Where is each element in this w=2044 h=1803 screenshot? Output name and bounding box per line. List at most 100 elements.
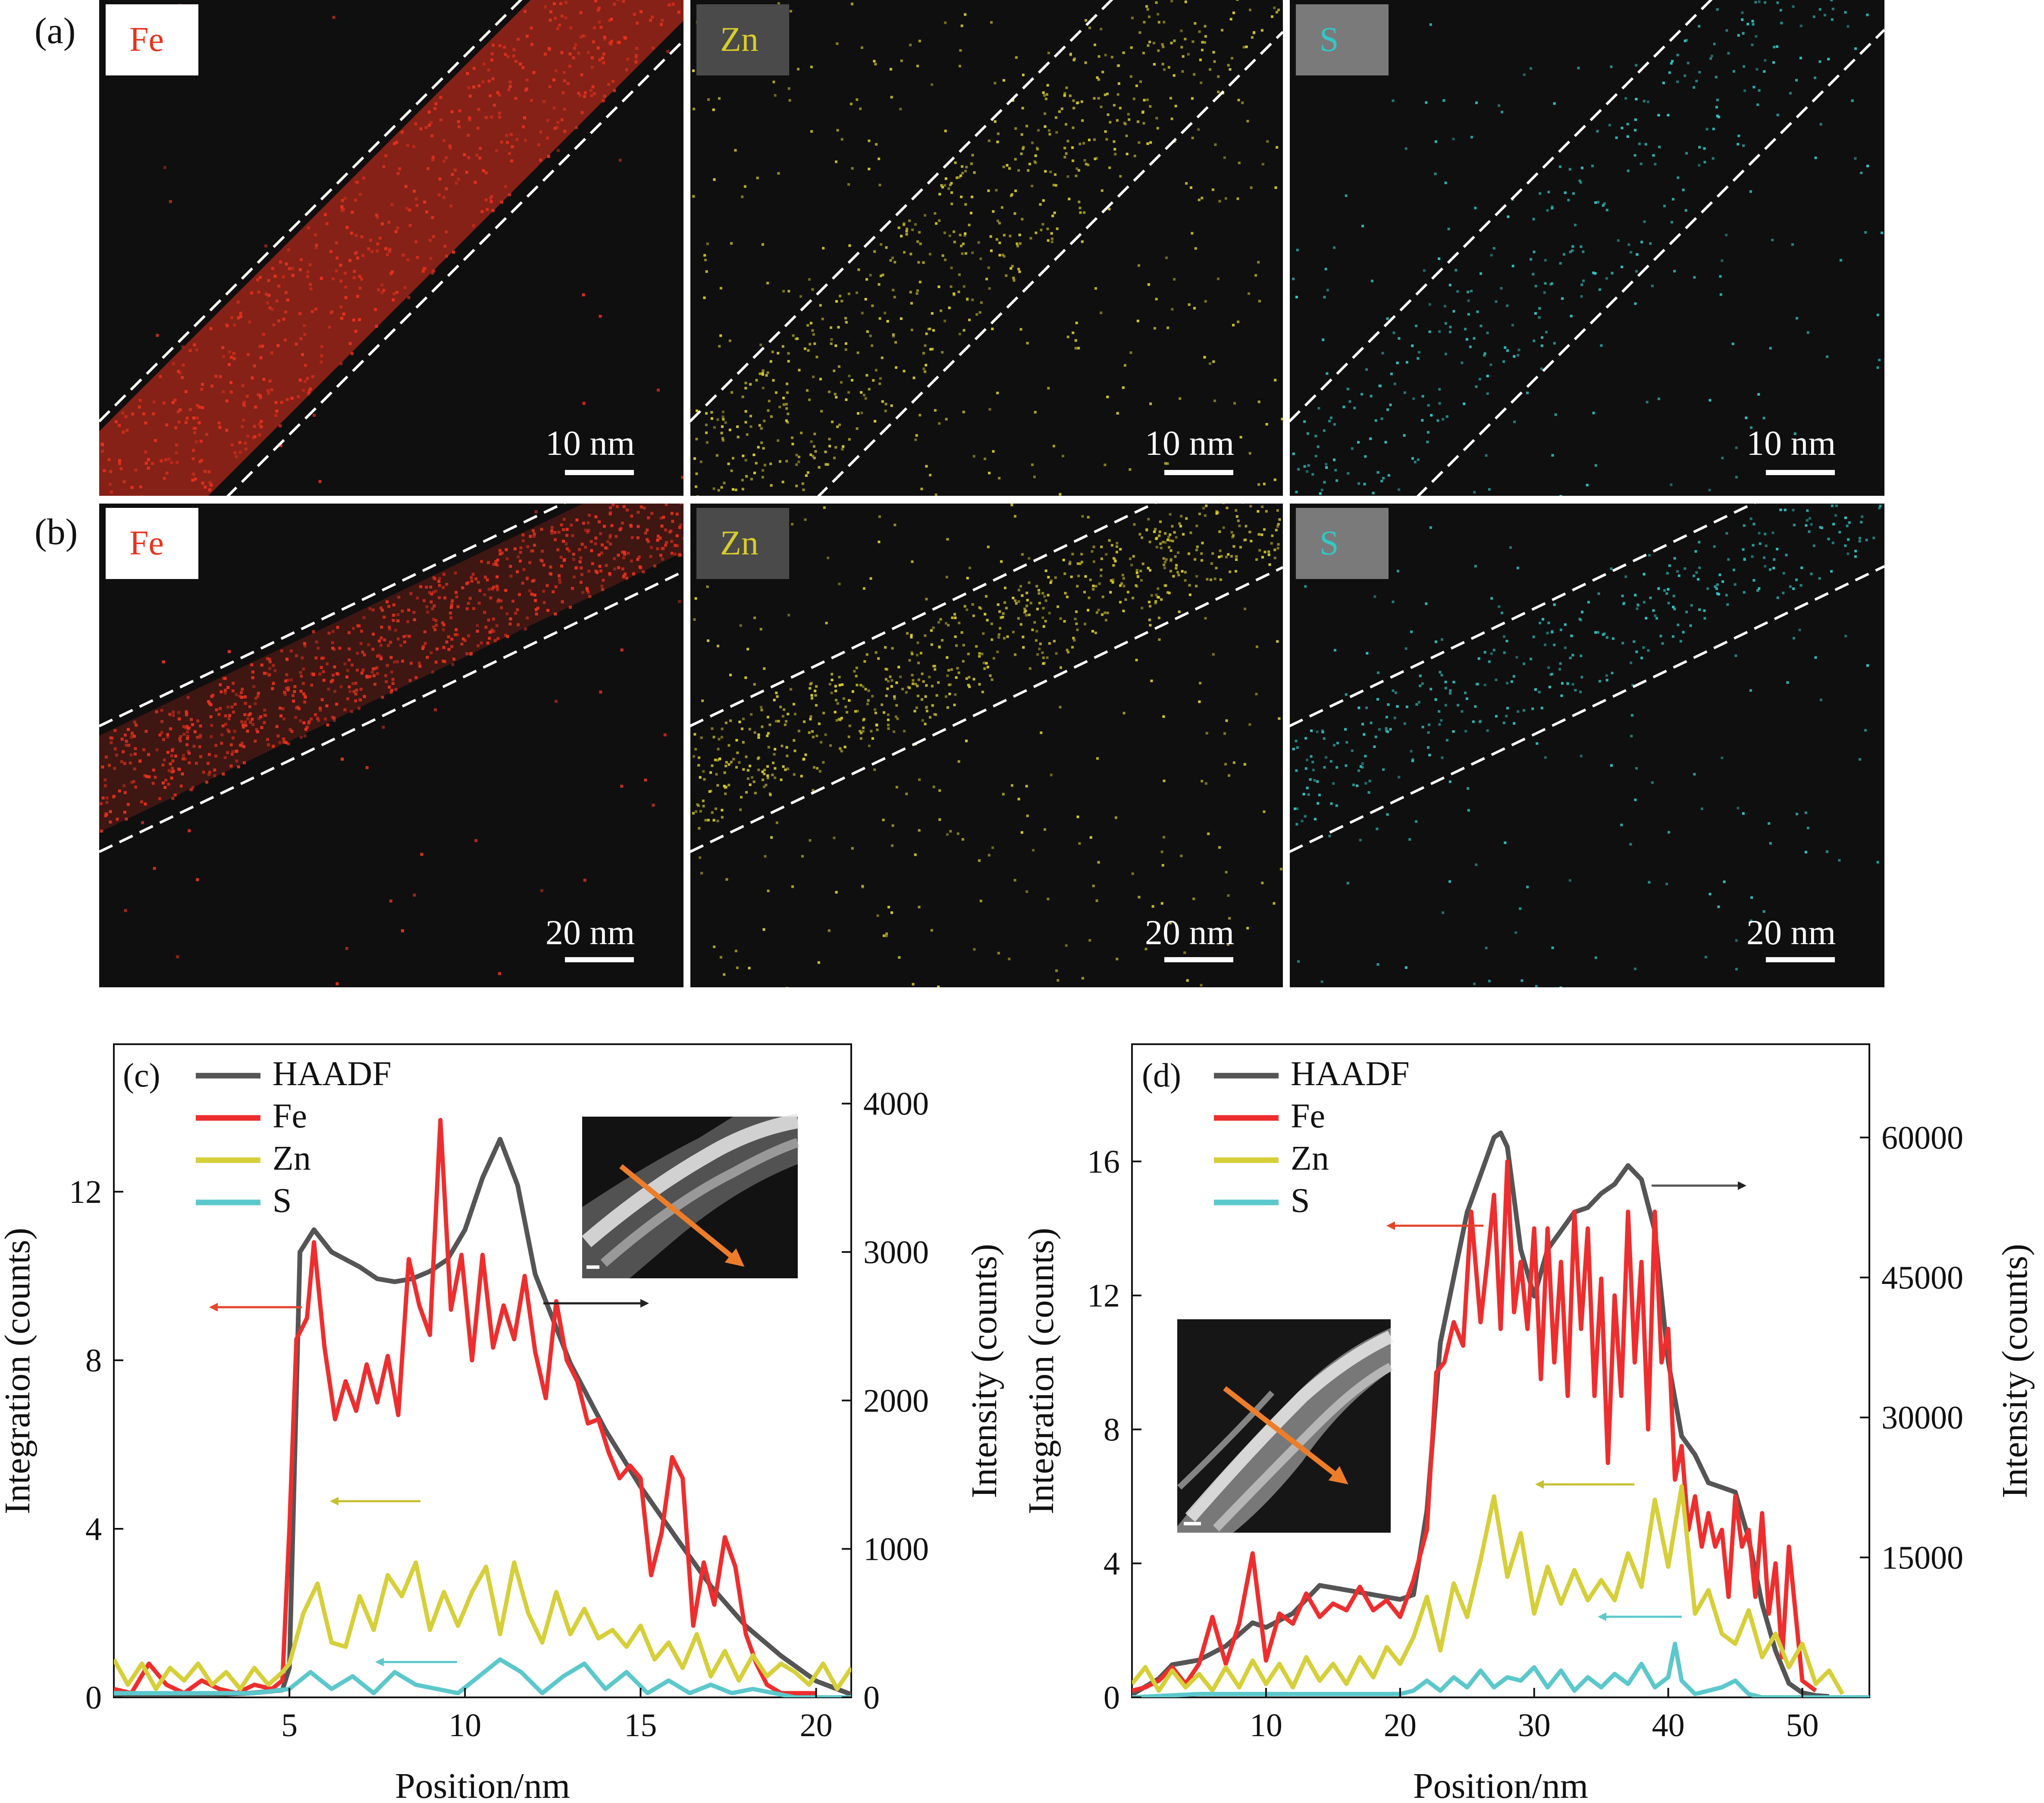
- legend-label-haadf: HAADF: [273, 1055, 392, 1093]
- scale-label: 10 nm: [545, 423, 635, 463]
- legend-label-haadf: HAADF: [1291, 1055, 1410, 1093]
- series-group: [1132, 1130, 1869, 1697]
- y2-tick-label: 45000: [1881, 1260, 1963, 1296]
- boundary-line: [99, 504, 566, 727]
- row-label-b: (b): [34, 511, 78, 552]
- element-label: S: [1320, 21, 1339, 59]
- scale-bar: [1164, 470, 1233, 475]
- scale-label: 20 nm: [1746, 913, 1836, 952]
- y2-tick-label: 2000: [863, 1383, 929, 1419]
- map-zn-b: Zn 20 nm: [690, 504, 1283, 987]
- panel-label: (d): [1142, 1056, 1181, 1094]
- y-tick-label: 12: [1087, 1278, 1120, 1314]
- series-line-fe: [1132, 1159, 1817, 1693]
- scale-bar: [1766, 957, 1835, 962]
- boundary-line: [690, 0, 1113, 423]
- x-tick-label: 50: [1786, 1707, 1819, 1744]
- signal-band: [1289, 504, 1884, 987]
- x-tick-label: 20: [1384, 1707, 1417, 1744]
- y2-tick-label: 60000: [1881, 1120, 1963, 1156]
- legend-label-s: S: [1291, 1182, 1310, 1220]
- boundary-line: [817, 31, 1283, 496]
- boundary-line: [1289, 565, 1884, 853]
- signal-band: [1289, 0, 1884, 496]
- inset-micrograph: [581, 1114, 799, 1278]
- map-background: [99, 504, 683, 987]
- y2-axis-label: Intensity (counts): [964, 1244, 1004, 1498]
- legend-label-zn: Zn: [273, 1139, 311, 1177]
- signal-band: [690, 0, 1283, 496]
- row-separator: [99, 496, 1884, 504]
- element-badge: [106, 4, 198, 75]
- eds-maps: (a) (b) Fe 10 nm Zn 10 nm S 10 nm Fe 20 nm Zn 20 …: [34, 0, 1884, 987]
- signal-band: [99, 0, 683, 496]
- element-label: Fe: [129, 21, 164, 59]
- inset-micrograph: [1177, 1319, 1394, 1533]
- x-tick-label: 30: [1518, 1707, 1551, 1744]
- signal-band: [690, 504, 1283, 987]
- x-tick-label: 20: [800, 1707, 833, 1744]
- x-tick-label: 5: [281, 1707, 298, 1744]
- element-label: Fe: [129, 524, 164, 562]
- scan-arrow: [619, 1164, 745, 1267]
- x-tick-label: 10: [448, 1707, 481, 1744]
- y-tick-label: 8: [1104, 1412, 1120, 1448]
- x-tick-label: 10: [1250, 1707, 1282, 1744]
- panel-separator: [683, 0, 690, 987]
- tick-group: 5 10 15 20 0 4 8 12 0 1000 2000 3000 4000: [69, 1086, 929, 1744]
- scale-label: 20 nm: [545, 913, 635, 952]
- boundary-line: [99, 570, 683, 853]
- scale-label: 10 nm: [1746, 423, 1836, 463]
- boundary-line: [690, 566, 1283, 853]
- series-line-fe: [114, 1117, 816, 1696]
- scale-bar: [1164, 957, 1233, 962]
- panel-label: (c): [123, 1056, 160, 1094]
- legend: HAADF Fe Zn S: [196, 1055, 392, 1220]
- series-line-s: [114, 1657, 851, 1697]
- element-badge: [1296, 508, 1389, 579]
- y-axis-label: Integration (counts): [0, 1228, 38, 1515]
- element-label: S: [1320, 524, 1339, 562]
- tick-group: 10 20 30 40 50 0 4 8 12 16 15000 30000 45000 60000: [1087, 1120, 1963, 1744]
- y2-axis-label: Intensity (counts): [1995, 1244, 2035, 1498]
- scale-label: 20 nm: [1145, 913, 1234, 952]
- y2-tick-label: 1000: [863, 1531, 929, 1568]
- panel-separator: [1283, 0, 1290, 987]
- y2-tick-label: 4000: [863, 1086, 929, 1122]
- y-tick-label: 4: [1104, 1546, 1120, 1582]
- element-badge: [696, 4, 789, 75]
- x-tick-label: 15: [624, 1707, 657, 1744]
- map-background: [690, 504, 1283, 987]
- legend-label-zn: Zn: [1291, 1139, 1329, 1177]
- element-badge: [106, 508, 198, 579]
- signal-band: [99, 504, 683, 986]
- map-s-a: S 10 nm: [1289, 0, 1884, 496]
- legend-label-s: S: [273, 1182, 292, 1220]
- map-fe-b: Fe 20 nm: [99, 504, 683, 987]
- element-badge: [696, 508, 789, 579]
- y-tick-label: 0: [1104, 1680, 1120, 1716]
- element-label: Zn: [720, 524, 759, 562]
- boundary-line: [99, 0, 523, 423]
- y2-tick-label: 30000: [1881, 1400, 1963, 1436]
- y-tick-label: 4: [85, 1511, 102, 1547]
- x-axis-label: Position/nm: [1413, 1766, 1588, 1803]
- y2-tick-label: 0: [863, 1680, 880, 1716]
- map-background: [1289, 504, 1884, 987]
- boundary-line: [1416, 28, 1884, 496]
- scale-bar: [1766, 470, 1835, 475]
- y-axis-label: Integration (counts): [1021, 1228, 1061, 1515]
- legend-label-fe: Fe: [1291, 1097, 1325, 1135]
- series-line-s: [1132, 1641, 1869, 1697]
- series-line-zn: [1132, 1484, 1845, 1695]
- scale-label: 10 nm: [1145, 423, 1234, 463]
- legend-label-fe: Fe: [273, 1097, 307, 1135]
- legend: HAADF Fe Zn S: [1214, 1055, 1410, 1220]
- map-zn-a: Zn 10 nm: [690, 0, 1283, 496]
- chart-panel-d: 10 20 30 40 50 0 4 8 12 16 15000 30000 45000 60000 (d…: [1021, 1043, 2035, 1803]
- y-tick-label: 0: [85, 1680, 102, 1716]
- y-tick-label: 12: [69, 1174, 102, 1210]
- scale-bar: [565, 470, 634, 475]
- row-label-a: (a): [34, 10, 75, 51]
- x-axis-label: Position/nm: [395, 1766, 570, 1803]
